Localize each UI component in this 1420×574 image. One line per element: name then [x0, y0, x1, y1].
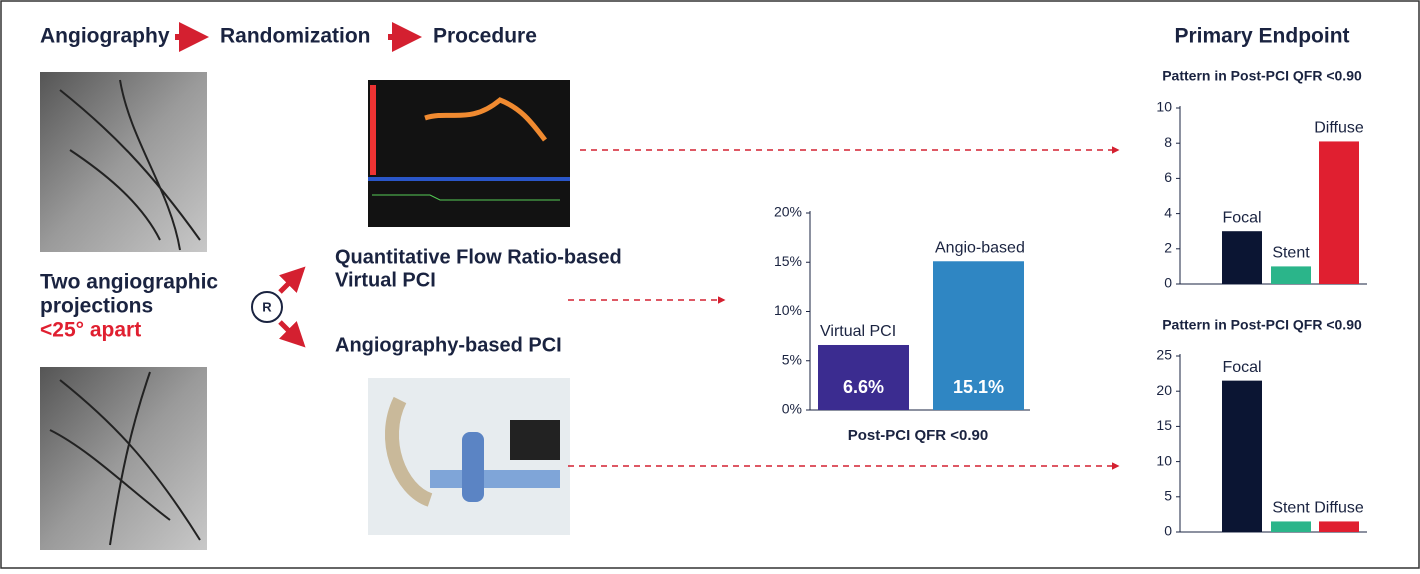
chart-title: Pattern in Post-PCI QFR <0.90: [1162, 68, 1362, 84]
bar: [1222, 231, 1262, 284]
qfr-divider: [368, 177, 570, 181]
step: Angiography: [40, 25, 170, 48]
y-tick-label: 25: [1156, 347, 1172, 363]
x-axis-label: Post-PCI QFR <0.90: [848, 427, 988, 444]
angiogram-image: [40, 72, 207, 252]
bar: [1271, 521, 1311, 532]
arm-label: Virtual PCI: [335, 269, 436, 291]
category-label: Focal: [1222, 359, 1261, 376]
y-tick-label: 0: [1164, 523, 1172, 539]
y-tick-label: 10: [1156, 452, 1172, 468]
bar: [1222, 380, 1262, 532]
chart-title: Pattern in Post-PCI QFR <0.90: [1162, 317, 1362, 333]
bar: [933, 261, 1024, 410]
qfr-vessel: [424, 97, 547, 142]
bar: [1319, 521, 1359, 532]
table: [430, 470, 560, 488]
y-tick-label: 0: [1164, 275, 1172, 291]
step: Procedure: [433, 25, 537, 48]
bar: [818, 344, 909, 410]
y-tick-label: 6: [1164, 169, 1172, 185]
y-tick-label: 4: [1164, 204, 1172, 220]
angiogram-image: [40, 367, 207, 550]
y-tick-label: 2: [1164, 240, 1172, 256]
arm-label: Angiography-based PCI: [335, 334, 562, 356]
arm-label: Quantitative Flow Ratio-based: [335, 246, 622, 268]
category-label: Diffuse: [1314, 500, 1364, 517]
randomization-circle: [251, 291, 283, 323]
value-label: 15.1%: [953, 377, 1004, 397]
y-tick-label: 20: [1156, 382, 1172, 398]
category-label: Focal: [1222, 209, 1261, 226]
category-label: Angio-based: [935, 239, 1025, 256]
randomization-symbol: R: [262, 299, 272, 314]
qfr-trace: [372, 194, 560, 201]
bar: [1319, 141, 1359, 284]
vessel: [49, 371, 201, 546]
qfr-scale: [370, 85, 376, 175]
operator: [462, 432, 484, 502]
y-tick-label: 10: [1156, 99, 1172, 115]
projection-text: Two angiographic: [40, 271, 218, 294]
category-label: Diffuse: [1314, 120, 1364, 137]
projection-highlight: <25° apart: [40, 319, 141, 342]
vessel: [59, 79, 201, 251]
bar: [1271, 266, 1311, 284]
monitor: [510, 420, 560, 460]
y-tick-label: 8: [1164, 134, 1172, 150]
category-label: Virtual PCI: [820, 323, 896, 340]
y-tick-label: 15: [1156, 417, 1172, 433]
y-tick-label: 5: [1164, 488, 1172, 504]
qfr-image: [368, 80, 570, 227]
projection-text: projections: [40, 295, 153, 318]
y-tick-label: 5%: [782, 351, 802, 367]
c-arm: [385, 396, 433, 507]
branch-arrow: [278, 266, 306, 294]
branch-arrow: [278, 320, 306, 348]
step: Randomization: [220, 25, 371, 48]
value-label: 6.6%: [843, 377, 884, 397]
y-tick-label: 15%: [774, 253, 802, 269]
category-label: Stent: [1272, 500, 1310, 517]
y-tick-label: 20%: [774, 204, 802, 220]
endpoint-title: Primary Endpoint: [1174, 25, 1349, 48]
y-tick-label: 0%: [782, 401, 802, 417]
y-tick-label: 10%: [774, 302, 802, 318]
category-label: Stent: [1272, 245, 1310, 262]
